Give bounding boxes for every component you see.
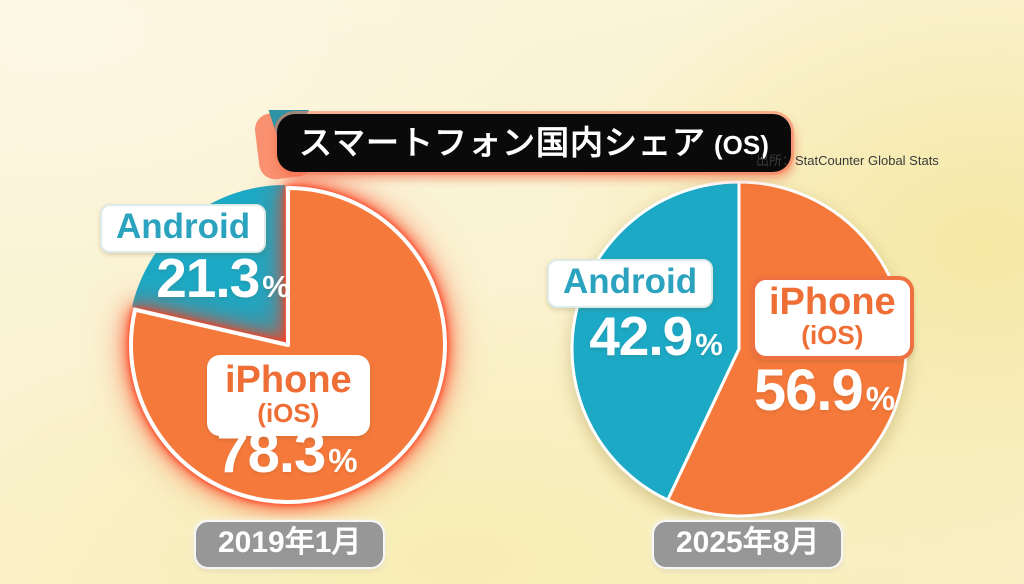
percent-sign: % [865,380,896,417]
iphone-label-2025: iPhone (iOS) [751,276,914,360]
date-pill-2025: 2025年8月 [652,520,844,569]
title-text: スマートフォン国内シェア [299,124,707,161]
percent-sign: % [695,327,723,362]
percent-sign: % [328,442,358,479]
iphone-percent-2025: 56.9% [722,362,927,420]
android-label-2025: Android [547,259,714,308]
page-title: スマートフォン国内シェア (OS) [277,114,791,172]
source-note: 出所：StatCounter Global Stats [756,153,939,168]
android-percent-2025: 42.9% [556,309,756,364]
ios-label-text: (iOS) [801,320,864,350]
date-pill-2019: 2019年1月 [194,520,386,569]
android-label-text: Android [563,262,698,301]
android-percent-value: 21.3 [156,247,260,309]
android-label-2019: Android [100,204,267,253]
iphone-label-text: iPhone [769,281,896,323]
iphone-label-2019: iPhone (iOS) [207,355,370,436]
percent-sign: % [262,269,290,304]
android-label-text: Android [116,207,251,246]
iphone-percent-value: 56.9 [753,358,864,423]
iphone-percent-2019: 78.3% [182,424,392,482]
iphone-percent-value: 78.3 [216,420,326,485]
ios-label-text: (iOS) [257,398,320,428]
title-suffix: (OS) [714,130,769,160]
iphone-label-text: iPhone [225,359,352,401]
android-percent-2019: 21.3% [133,251,313,306]
android-percent-value: 42.9 [589,305,693,367]
